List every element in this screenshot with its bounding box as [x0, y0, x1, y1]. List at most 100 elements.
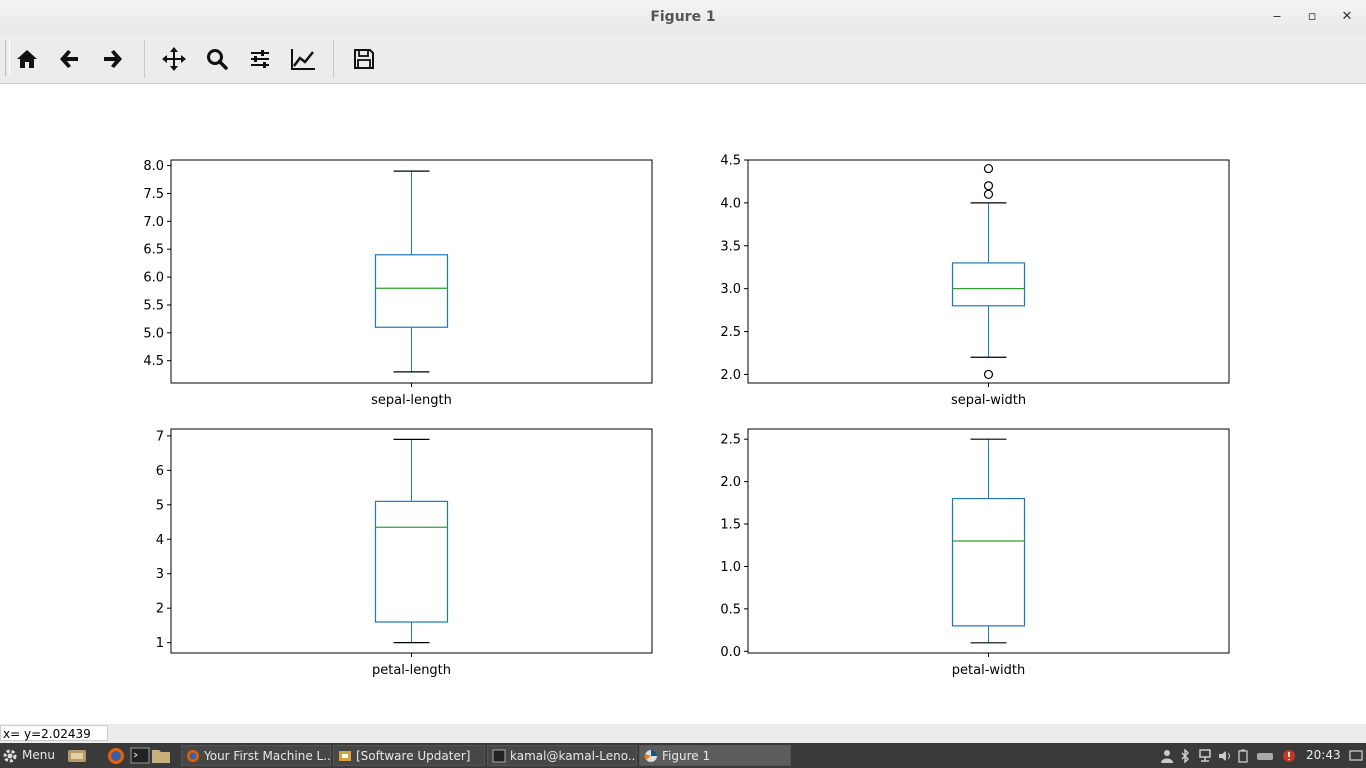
y-tick-label: 4.5	[143, 354, 164, 369]
y-tick-label: 2.5	[720, 433, 741, 448]
forward-button[interactable]	[95, 42, 129, 76]
outlier-point	[983, 181, 994, 191]
y-tick-label: 3	[156, 567, 164, 582]
y-tick-label: 1.5	[720, 518, 741, 533]
save-button[interactable]	[347, 42, 381, 76]
gear-icon	[3, 749, 17, 762]
terminal-launcher[interactable]	[130, 746, 150, 765]
clock: 20:43	[1306, 748, 1341, 762]
pan-button[interactable]	[157, 42, 191, 76]
folder-icon	[152, 750, 170, 763]
x-tick-label: sepal-length	[371, 393, 452, 408]
update-alert-icon[interactable]	[1282, 749, 1296, 763]
terminal-icon	[130, 747, 150, 764]
toolbar-separator	[144, 40, 145, 78]
menu-label: Menu	[22, 748, 55, 762]
notification-icon[interactable]	[1349, 749, 1363, 763]
y-tick-label: 4.5	[720, 154, 741, 169]
firefox-icon	[108, 748, 124, 764]
box	[951, 497, 1026, 627]
y-tick-label: 5.5	[143, 298, 164, 313]
y-tick-label: 4	[156, 533, 164, 548]
terminal-icon	[492, 749, 506, 763]
maximize-button[interactable]: ▫	[1307, 9, 1317, 24]
task-label: Figure 1	[662, 749, 711, 763]
back-arrow-icon	[60, 50, 78, 68]
back-button[interactable]	[53, 42, 87, 76]
y-tick-label: 2.0	[720, 368, 741, 383]
updater-icon	[339, 751, 351, 761]
y-tick-label: 6.0	[143, 271, 164, 286]
task-label: [Software Updater]	[356, 749, 471, 763]
y-tick-label: 2.5	[720, 325, 741, 340]
y-tick-label: 5	[156, 498, 164, 513]
home-button[interactable]	[10, 42, 44, 76]
task-figure[interactable]: Figure 1	[639, 745, 791, 766]
zoom-button[interactable]	[200, 42, 234, 76]
y-tick-label: 0.5	[720, 602, 741, 617]
y-tick-label: 3.5	[720, 239, 741, 254]
firefox-icon	[187, 750, 199, 762]
y-tick-label: 2.0	[720, 475, 741, 490]
task-browser[interactable]: Your First Machine L...	[181, 745, 331, 766]
figure-canvas[interactable]: 4.5 5.0 5.5 6.0 6.5 7.0 7.5 8.0 sepal-length 2.0 2…	[0, 84, 1366, 724]
firefox-launcher[interactable]	[106, 746, 126, 765]
user-icon[interactable]	[1160, 749, 1174, 763]
save-icon	[354, 49, 374, 69]
start-menu-button[interactable]: Menu	[2, 743, 55, 768]
outlier-point	[983, 189, 994, 199]
edit-axis-icon	[291, 49, 315, 70]
subplots-config-button[interactable]	[243, 42, 277, 76]
desktop-icon	[68, 750, 86, 762]
battery-icon[interactable]	[1238, 749, 1248, 763]
window-titlebar[interactable]: Figure 1 ‒ ▫ ✕	[0, 0, 1366, 34]
y-tick-label: 2	[156, 602, 164, 617]
network-icon[interactable]	[1198, 748, 1212, 763]
system-tray	[1160, 743, 1296, 768]
matplotlib-icon	[644, 750, 657, 762]
pan-icon	[162, 47, 186, 71]
close-button[interactable]: ✕	[1341, 9, 1353, 24]
y-tick-label: 5.0	[143, 326, 164, 341]
outlier-point	[983, 163, 994, 174]
x-tick-label: petal-width	[952, 663, 1025, 678]
box	[951, 262, 1026, 307]
show-desktop-launcher[interactable]	[67, 746, 87, 765]
x-tick-label: sepal-width	[951, 393, 1026, 408]
volume-icon[interactable]	[1218, 749, 1232, 763]
boxplot-figure: 4.5 5.0 5.5 6.0 6.5 7.0 7.5 8.0 sepal-length 2.0 2…	[143, 154, 1230, 678]
system-taskbar: Menu Your First Machine L... [Software U…	[0, 743, 1366, 768]
y-tick-label: 8.0	[143, 159, 164, 174]
forward-arrow-icon	[104, 50, 122, 68]
task-software-updater[interactable]: [Software Updater]	[333, 745, 485, 766]
box	[374, 254, 449, 328]
outlier-point	[983, 369, 994, 380]
subplots-config-icon	[251, 50, 269, 68]
minimize-button[interactable]: ‒	[1272, 9, 1282, 24]
files-launcher[interactable]	[151, 746, 171, 765]
zoom-icon	[207, 49, 228, 70]
x-tick-label: petal-length	[372, 663, 451, 678]
task-terminal[interactable]: kamal@kamal-Leno...	[487, 745, 637, 766]
toolbar-grip[interactable]	[5, 40, 10, 76]
y-tick-label: 6.5	[143, 243, 164, 258]
y-tick-label: 1	[156, 636, 164, 651]
navigation-toolbar	[0, 34, 1366, 84]
home-icon	[17, 50, 37, 68]
y-tick-label: 3.0	[720, 282, 741, 297]
y-tick-label: 4.0	[720, 196, 741, 211]
keyboard-icon[interactable]	[1256, 749, 1274, 763]
y-tick-label: 7.0	[143, 215, 164, 230]
task-label: kamal@kamal-Leno...	[510, 749, 637, 763]
coordinate-readout: x= y=2.02439	[0, 725, 108, 741]
box	[374, 500, 449, 623]
task-label: Your First Machine L...	[204, 749, 331, 763]
y-tick-label: 6	[156, 464, 164, 479]
y-tick-label: 7.5	[143, 187, 164, 202]
status-bar: x= y=2.02439	[0, 724, 1366, 743]
bluetooth-icon[interactable]	[1180, 748, 1190, 763]
window-title: Figure 1	[650, 9, 716, 25]
y-tick-label: 7	[156, 429, 164, 444]
edit-axis-button[interactable]	[286, 42, 320, 76]
toolbar-separator	[333, 40, 334, 78]
